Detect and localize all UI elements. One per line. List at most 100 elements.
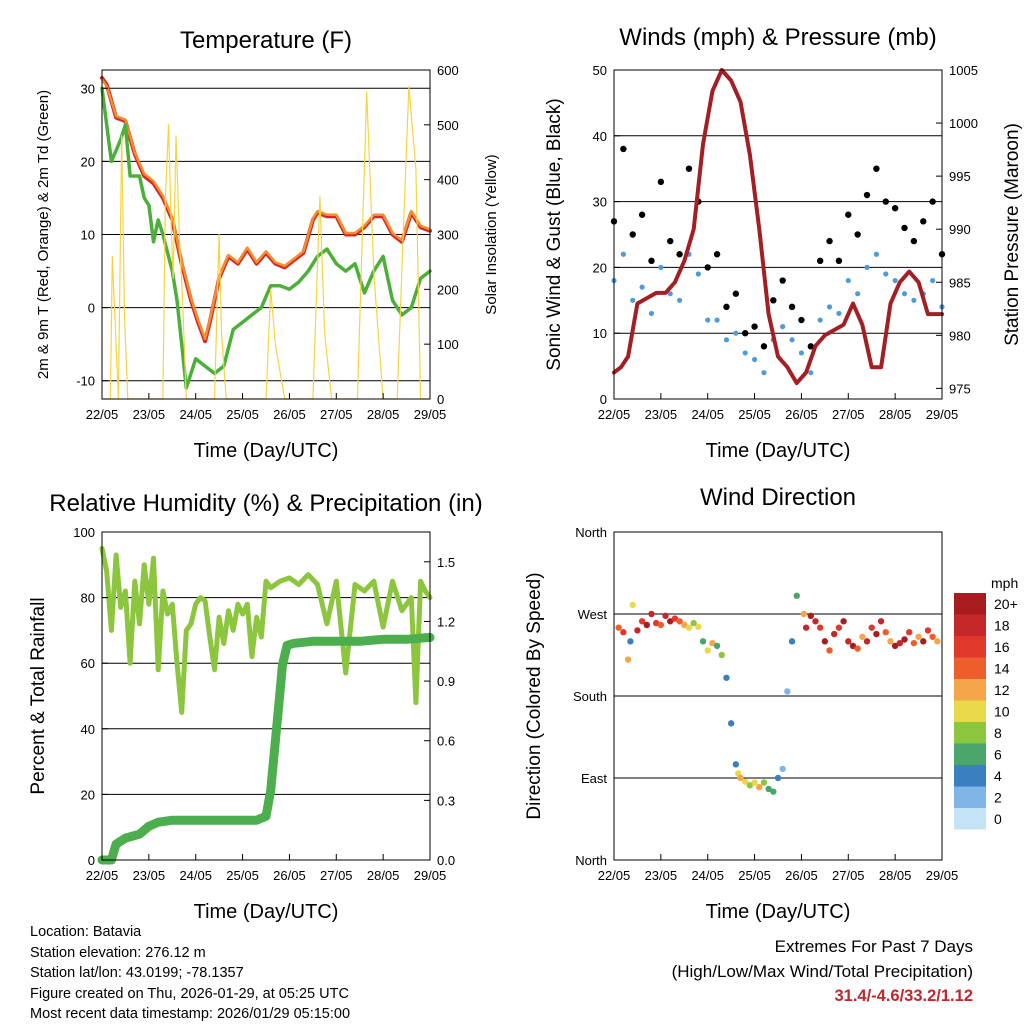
direction-point (765, 785, 772, 793)
gust-point (638, 211, 646, 218)
direction-point (737, 774, 744, 782)
x-tick-label: 28/05 (879, 868, 912, 883)
gust-point (845, 211, 852, 218)
y-tick-label: 20 (81, 787, 95, 802)
direction-point (882, 629, 889, 636)
legend-swatch (954, 765, 986, 787)
wind-point (883, 271, 889, 277)
x-tick-label: 22/05 (86, 868, 119, 883)
chart-title: Wind Direction (700, 484, 856, 511)
wind-point (808, 370, 814, 376)
legend-label: 12 (994, 682, 1010, 698)
x-tick-label: 27/05 (832, 407, 865, 422)
direction-point (760, 779, 768, 786)
gust-point (910, 237, 918, 245)
direction-point (831, 630, 838, 638)
gust-point (779, 277, 786, 284)
y2-tick-label: 300 (437, 228, 459, 243)
gust-point (863, 191, 871, 199)
legend-label: 2 (994, 790, 1002, 806)
y2-tick-label: 990 (949, 222, 971, 237)
x-tick-label: 29/05 (926, 407, 959, 422)
direction-point (667, 618, 674, 625)
direction-point (657, 621, 665, 629)
direction-point (807, 612, 814, 620)
y2-tick-label: 975 (949, 381, 971, 396)
direction-point (779, 765, 786, 773)
legend-swatch (954, 614, 986, 636)
y2-tick-label: 0.6 (437, 734, 455, 749)
y-tick-label: 10 (593, 326, 607, 341)
legend-title: mph (991, 575, 1018, 591)
direction-point (620, 629, 627, 636)
y-tick-label: 20 (593, 260, 607, 275)
direction-point (924, 627, 932, 634)
legend-swatch (954, 636, 986, 658)
direction-point (901, 636, 908, 643)
direction-point (648, 610, 655, 618)
wind-point (648, 310, 655, 317)
y2-tick-label: 600 (437, 63, 459, 78)
extremes-values: 31.4/-4.6/33.2/1.12 (834, 987, 973, 1005)
y-tick-label: 30 (593, 195, 607, 210)
chart-temperature: Temperature (F)-100102030010020030040050… (35, 27, 500, 462)
y2-tick-label: 0.9 (437, 674, 455, 689)
x-axis-label: Time (Day/UTC) (706, 440, 851, 462)
wind-point (714, 317, 720, 323)
legend-swatch (954, 808, 986, 830)
x-tick-label: 23/05 (645, 407, 678, 422)
gust-point (657, 178, 665, 186)
direction-point (690, 619, 697, 627)
wind-point (639, 284, 645, 290)
x-tick-label: 24/05 (691, 407, 724, 422)
y-tick-label: North (575, 853, 607, 868)
direction-point (802, 624, 810, 631)
y2-tick-label: 995 (949, 169, 971, 184)
wind-point (667, 291, 673, 297)
gust-point (788, 303, 796, 311)
y2-tick-label: 1.2 (437, 614, 455, 629)
x-tick-label: 28/05 (879, 407, 912, 422)
x-tick-label: 29/05 (414, 868, 447, 883)
solar-insolation-line (101, 85, 431, 400)
wind-point (836, 310, 842, 317)
direction-point (826, 647, 833, 654)
y-tick-label: East (581, 771, 607, 786)
wind-point (826, 304, 833, 310)
legend-swatch (954, 786, 986, 808)
chart-humidity: Relative Humidity (%) & Precipitation (i… (28, 490, 483, 923)
extremes-block: Extremes For Past 7 Days (High/Low/Max W… (672, 934, 973, 1009)
direction-point (859, 633, 866, 640)
direction-point (821, 638, 829, 645)
x-tick-label: 23/05 (645, 868, 678, 883)
x-tick-label: 28/05 (367, 407, 400, 422)
y2-axis-label: Solar Insolation (Yellow) (483, 154, 500, 314)
direction-point (709, 639, 716, 647)
x-tick-label: 23/05 (133, 868, 166, 883)
y-tick-label: 0 (88, 853, 95, 868)
legend-label: 6 (994, 747, 1002, 763)
direction-point (685, 624, 693, 631)
direction-point (845, 638, 852, 645)
legend-swatch (954, 743, 986, 765)
wind-point (742, 350, 748, 356)
wind-point (723, 337, 730, 343)
x-tick-label: 24/05 (179, 868, 212, 883)
chart-title: Temperature (F) (180, 27, 352, 54)
legend-label: 10 (994, 704, 1010, 720)
wind-point (864, 264, 870, 270)
direction-point (643, 621, 650, 629)
gust-point (667, 237, 674, 245)
direction-point (887, 638, 894, 645)
direction-point (727, 720, 735, 727)
direction-point (713, 642, 721, 650)
gust-point (732, 290, 740, 297)
wind-point (845, 277, 851, 284)
direction-point (681, 621, 688, 629)
direction-point (800, 610, 807, 618)
wind-point (733, 330, 739, 336)
gust-point (713, 251, 721, 258)
direction-point (863, 638, 871, 645)
direction-point (840, 618, 847, 625)
direction-point (671, 615, 679, 622)
